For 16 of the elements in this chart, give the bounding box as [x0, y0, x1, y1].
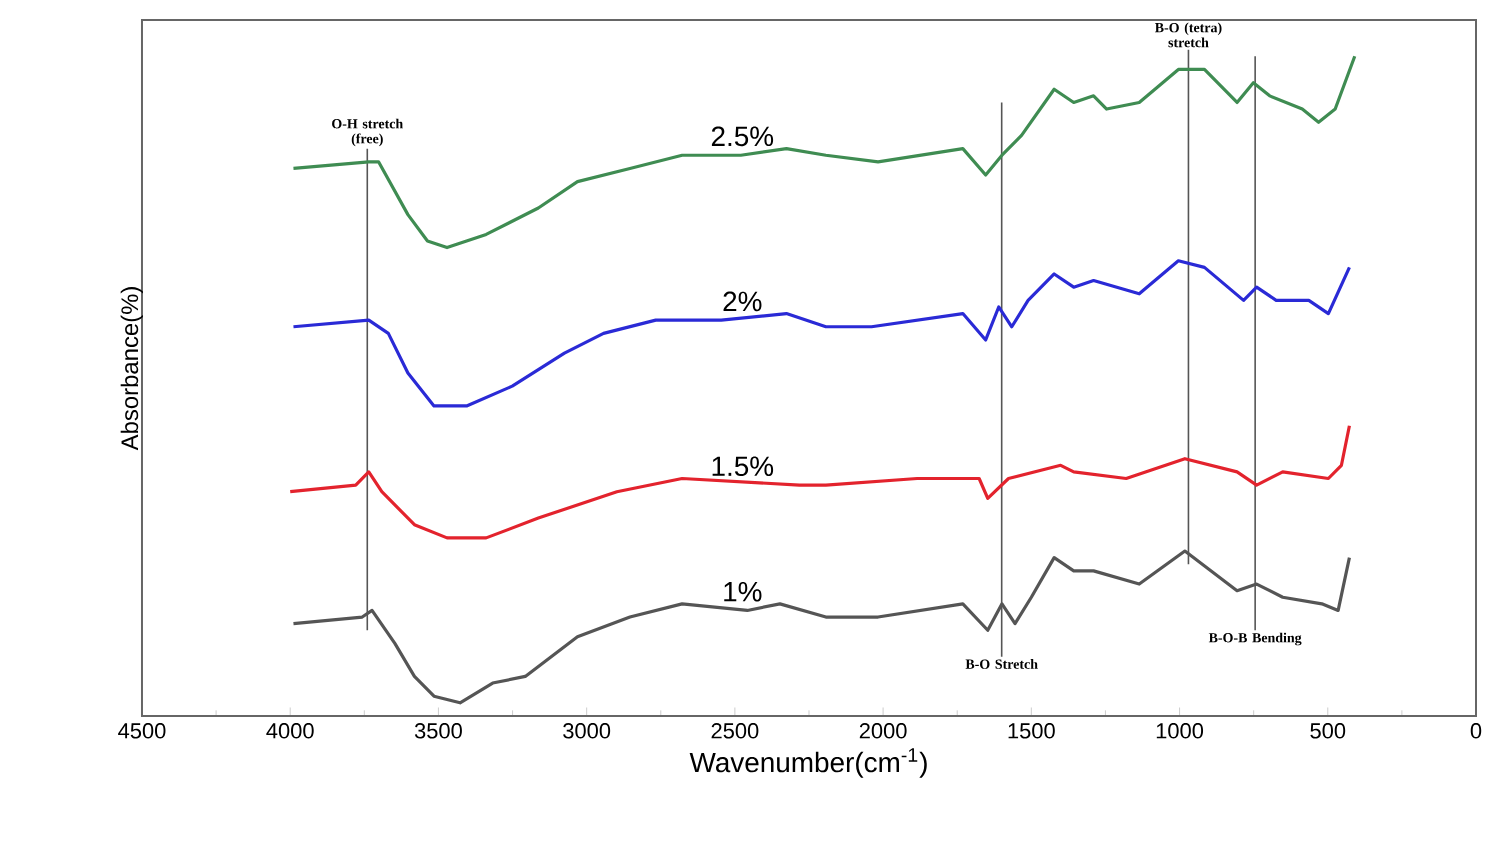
y-axis-title: Absorbance(%): [120, 287, 143, 451]
x-tick-label: 2500: [711, 723, 759, 739]
x-tick-label: 1500: [1008, 723, 1055, 739]
x-tick-label: 3000: [563, 723, 611, 739]
x-tick-label: 2000: [859, 723, 907, 739]
x-tick-label: 4500: [118, 723, 166, 739]
series-label: 2.5%: [711, 126, 774, 147]
x-tick-label: 500: [1310, 723, 1346, 739]
x-tick-label: 3500: [414, 723, 462, 739]
series-label: 1.5%: [712, 456, 774, 477]
x-tick-label: 1000: [1156, 723, 1204, 739]
x-tick-label: 0: [1470, 723, 1482, 739]
series-label: 2%: [723, 291, 762, 312]
series-label: 1%: [724, 581, 762, 602]
x-axis-title: Wavenumber(cm$^{-1}$): [689, 748, 927, 778]
x-tick-label: 4000: [266, 723, 314, 739]
